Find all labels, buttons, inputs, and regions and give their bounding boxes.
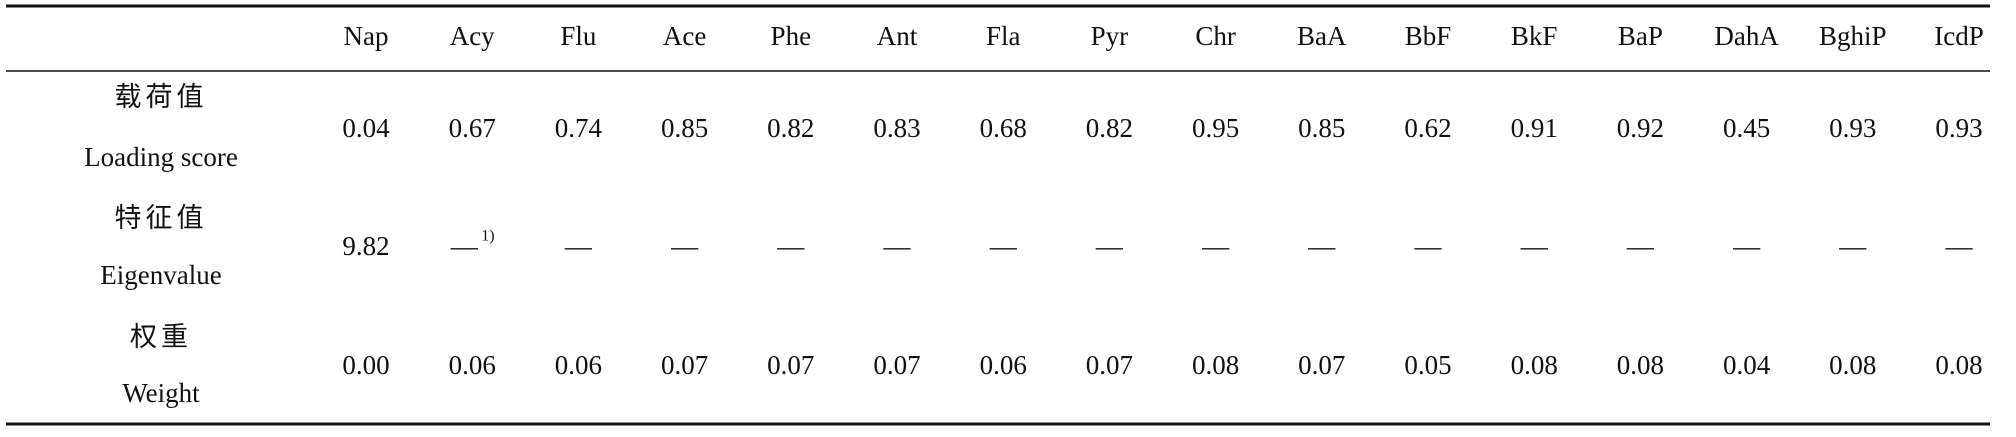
cell: 0.95 [1192, 113, 1239, 143]
column-header: Fla [986, 21, 1021, 51]
cell: 0.07 [873, 350, 920, 380]
cell: 0.08 [1617, 350, 1664, 380]
column-header: DahA [1714, 21, 1779, 51]
row-label-en: Eigenvalue [100, 260, 221, 290]
column-header: BaP [1618, 21, 1663, 51]
cell: — [1838, 231, 1867, 261]
cell: 0.07 [767, 350, 814, 380]
cell: 0.05 [1404, 350, 1451, 380]
cell: 0.67 [449, 113, 496, 143]
column-header: Ant [877, 21, 918, 51]
cell: — [776, 231, 805, 261]
cell: — [1201, 231, 1230, 261]
cell: 0.08 [1511, 350, 1558, 380]
row-label-zh: 特征值 [115, 203, 208, 233]
cell: — [1520, 231, 1549, 261]
cell: — [1626, 231, 1655, 261]
column-header: Pyr [1091, 21, 1129, 51]
cell: 0.68 [980, 113, 1027, 143]
cell: — [1095, 231, 1124, 261]
cell: 0.06 [980, 350, 1027, 380]
cell: 0.07 [1086, 350, 1133, 380]
cell: — [450, 231, 479, 261]
cell: 0.08 [1935, 350, 1982, 380]
cell: 0.92 [1617, 113, 1664, 143]
cell: 0.00 [342, 350, 389, 380]
cell: 0.83 [873, 113, 920, 143]
column-header: Ace [663, 21, 706, 51]
cell: — [989, 231, 1018, 261]
cell: — [1945, 231, 1974, 261]
cell: 0.91 [1511, 113, 1558, 143]
cell: 9.82 [342, 231, 389, 261]
cell: — [1732, 231, 1761, 261]
row-label-en: Weight [122, 378, 200, 408]
cell: 0.04 [342, 113, 390, 143]
cell: 0.45 [1723, 113, 1770, 143]
cell: 0.85 [1298, 113, 1345, 143]
cell: 0.82 [767, 113, 814, 143]
cell: 0.06 [555, 350, 602, 380]
column-header: Chr [1195, 21, 1236, 51]
row-label-zh: 权重 [130, 322, 192, 352]
cell: — [564, 231, 593, 261]
cell: 0.93 [1829, 113, 1876, 143]
column-header: IcdP [1934, 21, 1984, 51]
cell: — [670, 231, 699, 261]
cell: 0.04 [1723, 350, 1771, 380]
row-label-zh: 载荷值 [115, 82, 208, 112]
column-header: BaA [1297, 21, 1347, 51]
column-header: Phe [771, 21, 812, 51]
cell: — [1307, 231, 1336, 261]
column-header: BghiP [1819, 21, 1887, 51]
column-header: Acy [450, 21, 495, 51]
column-header: BbF [1405, 21, 1452, 51]
cell: 0.74 [555, 113, 603, 143]
cell: 0.85 [661, 113, 708, 143]
cell: 0.07 [1298, 350, 1345, 380]
cell: 0.08 [1829, 350, 1876, 380]
cell: — [883, 231, 912, 261]
column-header: BkF [1511, 21, 1558, 51]
cell: 0.82 [1086, 113, 1133, 143]
cell: 0.93 [1935, 113, 1982, 143]
cell: 0.08 [1192, 350, 1239, 380]
cell: 0.07 [661, 350, 708, 380]
footnote-mark: 1) [481, 228, 494, 245]
column-header: Nap [344, 21, 389, 51]
column-header: Flu [560, 21, 597, 51]
row-label-en: Loading score [84, 142, 238, 172]
cell: — [1414, 231, 1443, 261]
cell: 0.06 [449, 350, 496, 380]
cell: 0.62 [1404, 113, 1451, 143]
